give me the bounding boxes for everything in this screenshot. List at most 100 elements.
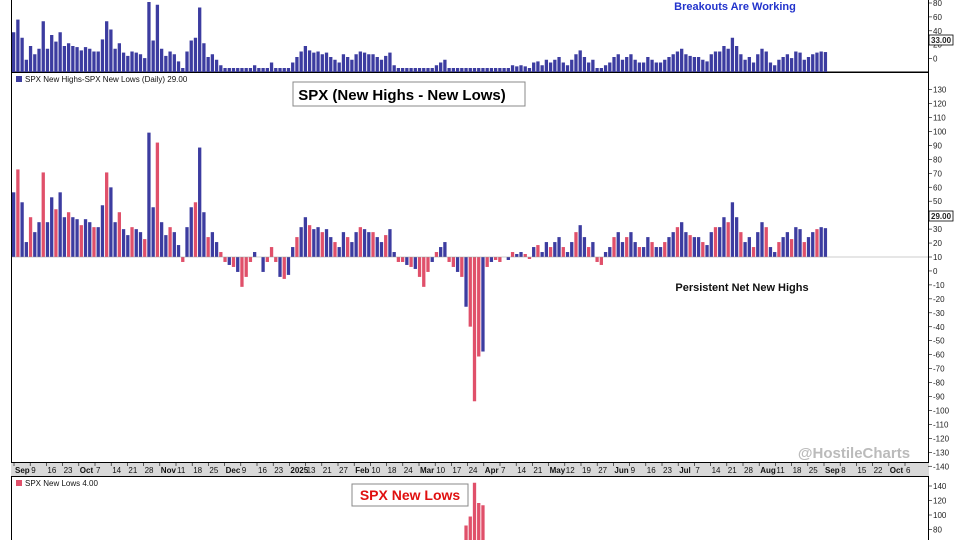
new-highs-bar — [202, 43, 206, 72]
new-highs-bar — [193, 37, 198, 72]
new-highs-bar — [54, 41, 58, 72]
new-highs-bar — [789, 58, 794, 72]
net-highs-bar — [151, 207, 155, 257]
net-highs-bar — [430, 257, 434, 262]
net-highs-bar — [785, 232, 790, 258]
new-highs-bar — [760, 48, 764, 72]
y-tick-label: -90 — [933, 393, 945, 402]
net-highs-bar — [66, 212, 71, 257]
net-highs-bar — [350, 242, 354, 257]
new-highs-bar — [248, 68, 253, 72]
new-highs-bar — [354, 54, 358, 72]
net-highs-bar — [299, 227, 303, 257]
x-tick-label: May — [550, 466, 566, 475]
net-highs-bar — [189, 207, 193, 257]
new-highs-bar — [722, 46, 726, 72]
y-tick-label: 80 — [933, 0, 942, 8]
new-highs-bar — [565, 65, 570, 72]
net-highs-bar — [92, 227, 96, 257]
new-highs-bar — [155, 4, 160, 72]
new-highs-bar — [33, 54, 37, 72]
new-highs-bar — [384, 55, 388, 72]
x-tick-label: 15 — [857, 466, 866, 475]
net-highs-bar — [777, 242, 781, 257]
net-highs-bar — [734, 217, 739, 257]
new-highs-bar — [214, 59, 219, 72]
x-tick-label: 25 — [809, 466, 818, 475]
net-highs-bar — [159, 222, 164, 258]
new-lows-bar — [468, 516, 472, 540]
new-highs-bar — [468, 68, 472, 72]
new-highs-bar — [274, 68, 278, 72]
new-highs-bar — [346, 57, 350, 72]
net-highs-bar — [557, 237, 561, 257]
y-tick-label: 60 — [933, 13, 942, 22]
net-highs-bar — [96, 227, 100, 257]
bottom-legend: SPX New Lows 4.00 — [25, 479, 98, 488]
net-highs-bar — [379, 242, 384, 257]
net-highs-bar — [654, 247, 658, 257]
new-highs-bar — [409, 68, 413, 72]
y-tick-label: -120 — [933, 434, 950, 443]
y-tick-label: 90 — [933, 141, 942, 150]
new-highs-bar — [430, 68, 434, 72]
new-highs-bar — [802, 59, 806, 72]
net-highs-bar — [625, 237, 629, 257]
x-tick-label: 9 — [242, 466, 247, 475]
net-highs-bar — [709, 232, 713, 258]
net-highs-bar — [519, 252, 523, 257]
net-highs-bar — [28, 217, 33, 257]
net-highs-bar — [443, 242, 447, 257]
main-legend: SPX New Highs-SPX New Lows (Daily) 29.00 — [25, 75, 188, 84]
net-highs-bar — [650, 242, 654, 257]
new-highs-bar — [113, 48, 117, 72]
new-highs-bar — [219, 65, 223, 72]
net-highs-bar — [231, 257, 236, 267]
net-highs-bar — [388, 229, 392, 257]
y-tick-label: 20 — [933, 239, 942, 248]
new-highs-bar — [147, 2, 151, 72]
title-box — [292, 81, 526, 107]
net-highs-bar — [362, 229, 367, 257]
x-tick-label: 22 — [874, 466, 883, 475]
net-highs-bar — [384, 235, 388, 257]
y-tick-label: 40 — [933, 27, 942, 36]
new-highs-bar — [680, 48, 684, 72]
new-highs-bar — [358, 51, 362, 72]
new-highs-bar — [189, 40, 193, 72]
net-highs-bar — [176, 245, 181, 257]
net-highs-bar — [536, 245, 540, 257]
new-highs-bar — [798, 52, 802, 72]
net-highs-bar — [83, 219, 88, 257]
net-highs-bar — [760, 222, 764, 258]
new-highs-bar — [663, 59, 667, 72]
new-highs-bar — [739, 54, 743, 72]
new-highs-bar — [388, 52, 392, 72]
y-tick-label: 140 — [933, 482, 947, 491]
net-highs-bar — [764, 227, 768, 257]
net-highs-bar — [172, 232, 176, 258]
new-highs-bar — [671, 54, 675, 72]
new-highs-bar — [320, 54, 324, 72]
new-highs-bar — [620, 59, 625, 72]
x-tick-label: 13 — [307, 466, 316, 475]
net-highs-bar — [578, 225, 582, 257]
x-tick-label: 6 — [906, 466, 911, 475]
new-lows-bar — [464, 525, 468, 540]
new-highs-bar — [75, 47, 79, 72]
y-tick-label: 0 — [933, 55, 938, 64]
new-highs-bar — [781, 57, 785, 72]
new-highs-bar — [764, 51, 768, 72]
net-highs-bar — [527, 257, 532, 259]
x-tick-label: Apr — [485, 466, 499, 475]
x-tick-label: 24 — [404, 466, 413, 475]
new-highs-bar — [570, 59, 574, 72]
net-highs-bar — [79, 225, 83, 257]
net-highs-bar — [599, 257, 603, 265]
net-highs-bar — [143, 239, 147, 257]
main-annotation: Persistent Net New Highs — [675, 282, 808, 294]
new-highs-bar — [523, 66, 527, 72]
net-highs-bar — [155, 142, 160, 257]
new-highs-bar — [16, 19, 20, 73]
new-highs-bar — [506, 68, 510, 72]
